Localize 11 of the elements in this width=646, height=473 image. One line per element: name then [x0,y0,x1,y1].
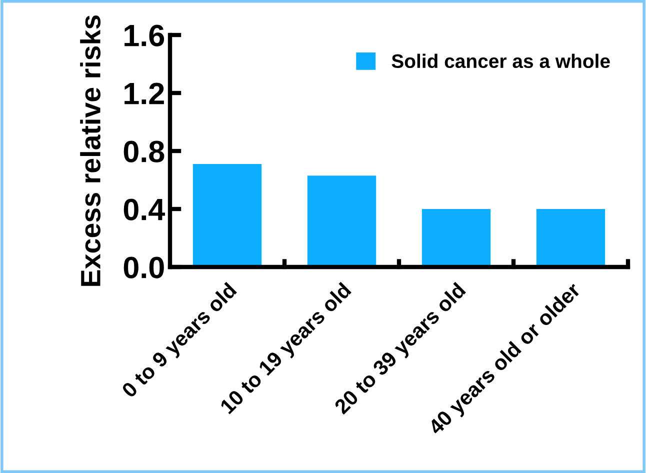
bar [307,176,376,267]
y-tick-label: 0.4 [124,198,165,220]
legend-label: Solid cancer as a whole [392,54,610,68]
y-tick-label: 1.6 [124,24,164,46]
y-tick-label: 0.8 [124,140,164,162]
y-axis-title: Excess relative risks [80,15,101,286]
bar [422,209,491,267]
y-tick-label: 1.2 [124,82,164,104]
y-tick-label: 0.0 [124,256,164,278]
bar [192,164,262,267]
bar [536,209,606,267]
